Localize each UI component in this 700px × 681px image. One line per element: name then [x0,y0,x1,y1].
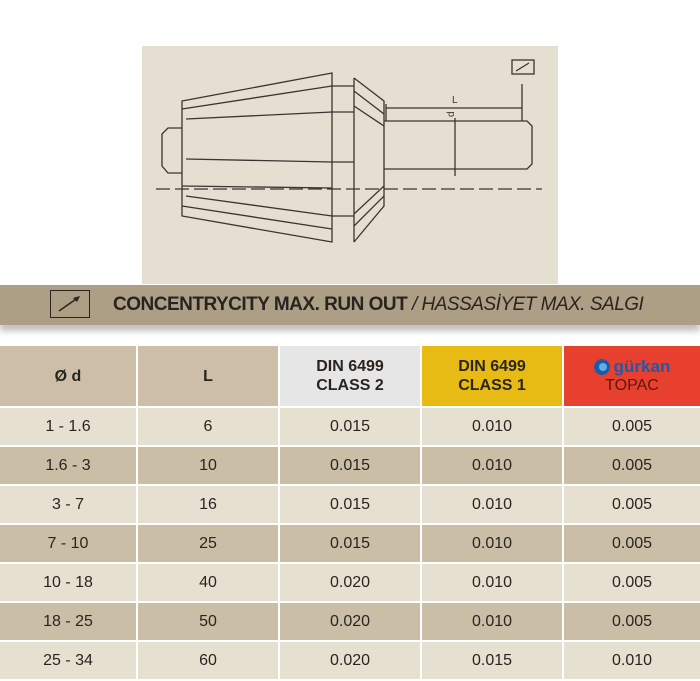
cell-din-class-1: 0.010 [422,408,562,445]
collet-tail [161,127,182,174]
cell-diameter: 10 - 18 [0,564,136,601]
dimension-d-label: d [446,111,457,117]
cell-length: 50 [138,603,278,640]
cell-din-class-1: 0.010 [422,486,562,523]
header-text: DIN 6499 [458,358,526,375]
table-body: 1 - 1.6 6 0.015 0.010 0.005 1.6 - 3 10 0.015 0.0… [0,408,700,679]
cell-gurkan-topac: 0.010 [564,642,700,679]
header-diameter: Ø d [0,346,136,406]
cell-din-class-2: 0.015 [280,525,420,562]
cell-diameter: 1 - 1.6 [0,408,136,445]
header-length: L [138,346,278,406]
cell-din-class-2: 0.020 [280,642,420,679]
cell-din-class-1: 0.015 [422,642,562,679]
runout-table: Ø d L DIN 6499 CLASS 2 DIN 6499 CLASS 1 gü… [0,344,700,681]
banner-title-english: CONCENTRYCITY MAX. RUN OUT [113,294,408,315]
cell-din-class-2: 0.015 [280,447,420,484]
header-text: CLASS 1 [458,377,526,394]
topac-label: TOPAC [605,377,659,394]
cell-din-class-2: 0.015 [280,408,420,445]
section-banner: CONCENTRYCITY MAX. RUN OUT / HASSASİYET … [0,285,700,325]
cell-din-class-2: 0.020 [280,603,420,640]
cell-length: 6 [138,408,278,445]
gurkan-g-icon [593,358,610,375]
shaft [384,120,533,170]
table-row: 10 - 18 40 0.020 0.010 0.005 [0,564,700,601]
cell-length: 10 [138,447,278,484]
cell-din-class-2: 0.015 [280,486,420,523]
cell-length: 60 [138,642,278,679]
dimension-L-label: L [452,95,458,106]
header-gurkan-topac: gürkan TOPAC [564,346,700,406]
cell-gurkan-topac: 0.005 [564,525,700,562]
banner-title-turkish: HASSASİYET MAX. SALGI [421,294,644,315]
table-row: 18 - 25 50 0.020 0.010 0.005 [0,603,700,640]
collet-technical-drawing: L d [142,46,558,284]
cell-gurkan-topac: 0.005 [564,486,700,523]
table-row: 25 - 34 60 0.020 0.015 0.010 [0,642,700,679]
header-din-class-1: DIN 6499 CLASS 1 [422,346,562,406]
cell-gurkan-topac: 0.005 [564,408,700,445]
table-row: 1.6 - 3 10 0.015 0.010 0.005 [0,447,700,484]
cell-gurkan-topac: 0.005 [564,447,700,484]
banner-separator: / [407,294,422,315]
cell-diameter: 3 - 7 [0,486,136,523]
cell-diameter: 1.6 - 3 [0,447,136,484]
table-row: 7 - 10 25 0.015 0.010 0.005 [0,525,700,562]
cell-diameter: 18 - 25 [0,603,136,640]
cell-length: 40 [138,564,278,601]
header-din-class-2: DIN 6499 CLASS 2 [280,346,420,406]
table-header-row: Ø d L DIN 6499 CLASS 2 DIN 6499 CLASS 1 gü… [0,346,700,406]
cell-gurkan-topac: 0.005 [564,564,700,601]
table-row: 3 - 7 16 0.015 0.010 0.005 [0,486,700,523]
cell-gurkan-topac: 0.005 [564,603,700,640]
cell-length: 16 [138,486,278,523]
cell-din-class-1: 0.010 [422,447,562,484]
cell-length: 25 [138,525,278,562]
banner-title: CONCENTRYCITY MAX. RUN OUT / HASSASİYET … [113,294,644,316]
cell-diameter: 7 - 10 [0,525,136,562]
runout-symbol-box [511,59,535,75]
collet-drawing-svg: L d [156,59,542,243]
collet-cone [353,77,385,243]
cell-din-class-1: 0.010 [422,564,562,601]
header-text: CLASS 2 [316,377,384,394]
cell-din-class-1: 0.010 [422,603,562,640]
logo-text: gürkan [613,357,671,376]
table-row: 1 - 1.6 6 0.015 0.010 0.005 [0,408,700,445]
gurkan-logo: gürkan [564,357,700,376]
cell-din-class-2: 0.020 [280,564,420,601]
collet-body [181,72,333,243]
header-text: DIN 6499 [316,358,384,375]
runout-arrow-icon [50,290,90,318]
cell-din-class-1: 0.010 [422,525,562,562]
cell-diameter: 25 - 34 [0,642,136,679]
